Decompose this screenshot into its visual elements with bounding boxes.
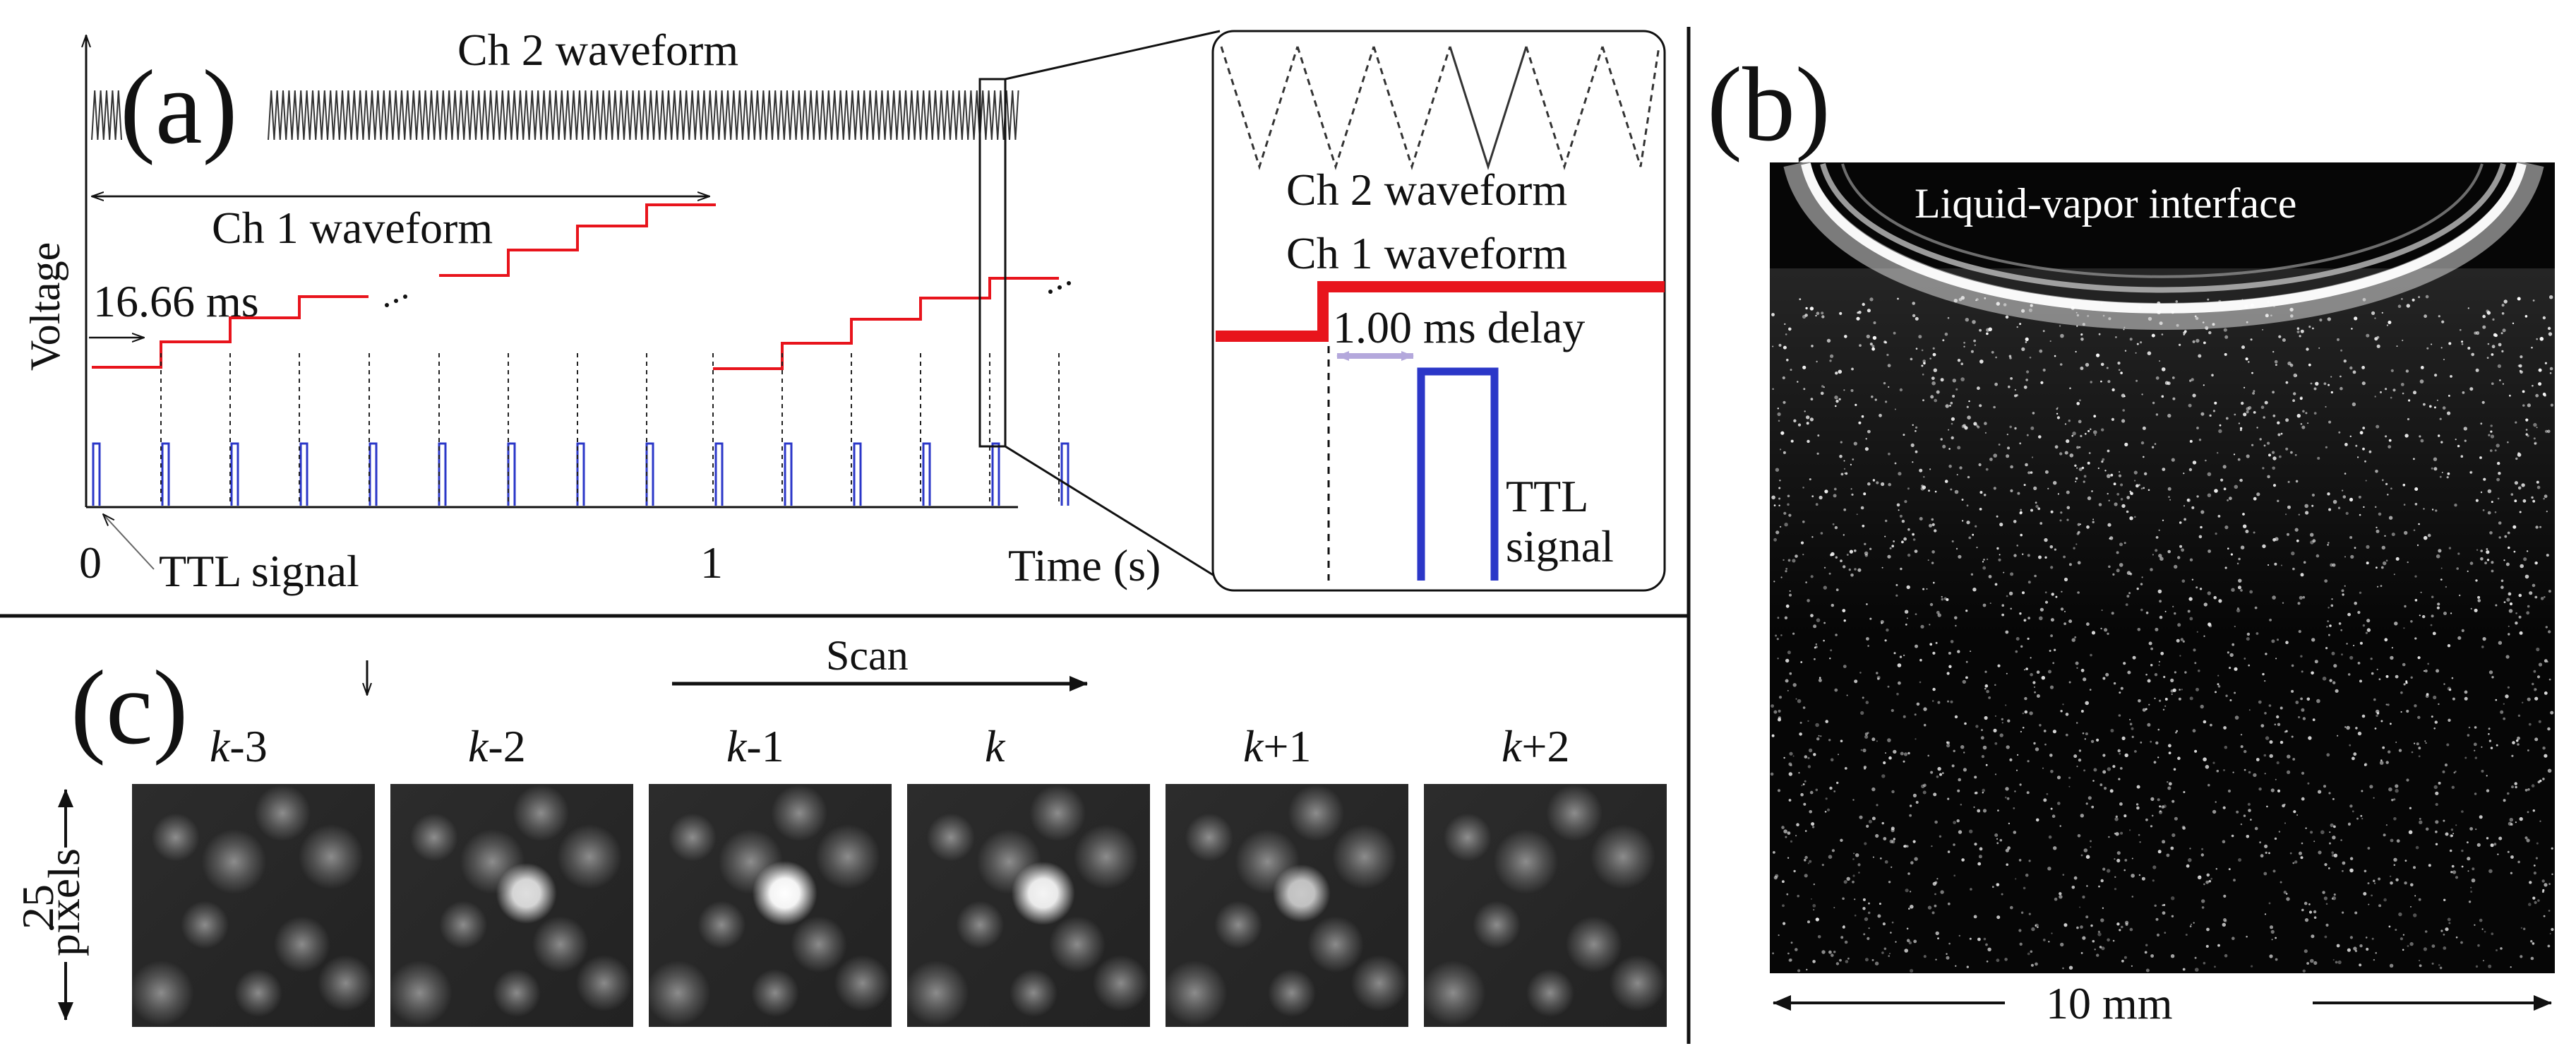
ttl-pulse bbox=[853, 442, 862, 506]
ch2-wave-segment bbox=[91, 90, 122, 141]
inset-ttl-label-line1: TTL bbox=[1506, 471, 1588, 521]
ttl-pulse bbox=[784, 442, 793, 506]
zoom-rectangle bbox=[978, 78, 1007, 448]
inset: Ch 2 waveform Ch 1 waveform 1.00 ms dela… bbox=[1211, 30, 1666, 592]
ttl-pulse bbox=[299, 442, 308, 506]
ttl-pulse-train bbox=[92, 442, 1070, 506]
frame-label: k-1 bbox=[726, 721, 784, 771]
x-axis-label: Time (s) bbox=[1008, 540, 1161, 590]
inset-ch2-tooth bbox=[1449, 46, 1528, 170]
inset-ch2-tooth bbox=[1296, 46, 1375, 170]
inset-delay-label: 1.00 ms delay bbox=[1333, 302, 1585, 352]
inset-ch1-label: Ch 1 waveform bbox=[1286, 228, 1567, 278]
frame-label: k+2 bbox=[1502, 721, 1570, 771]
ttl-pulse bbox=[1060, 442, 1070, 506]
y-axis-label: Voltage bbox=[22, 242, 68, 371]
inset-ch2-tooth bbox=[1601, 46, 1660, 167]
panel-a: (a) Voltage Time (s) 0 1 Ch 2 waveform C… bbox=[22, 25, 1666, 596]
ttl-pulse bbox=[161, 442, 170, 506]
frame: k-3 bbox=[128, 721, 375, 1027]
ttl-pulse bbox=[922, 442, 931, 506]
frame-label: k bbox=[985, 721, 1006, 771]
frame: k-2 bbox=[387, 721, 633, 1027]
inset-ttl-label-line2: signal bbox=[1506, 521, 1614, 571]
ch2-title: Ch 2 waveform bbox=[457, 25, 738, 75]
ttl-label: TTL signal bbox=[159, 546, 359, 596]
size-value: 25 bbox=[13, 884, 63, 929]
ch2-waveform bbox=[91, 90, 1019, 141]
tracked-particle bbox=[1272, 864, 1331, 922]
ttl-pulse bbox=[369, 442, 378, 506]
ttl-pulse bbox=[576, 442, 585, 506]
size-indicator: 25 pixels bbox=[13, 789, 89, 1021]
panel-b: (b) Liquid-vapor interface 10 mm bbox=[1707, 46, 2555, 1028]
frame-label: k-3 bbox=[210, 721, 268, 771]
frame-sequence: k-3 k-2 k-1 k k+1 k+2 bbox=[128, 721, 1667, 1027]
zoom-connector-bottom bbox=[1005, 445, 1221, 581]
panel-b-label: (b) bbox=[1707, 46, 1831, 163]
inset-ttl-pulse bbox=[1417, 367, 1499, 581]
inset-ch2-tooth bbox=[1372, 46, 1451, 170]
ellipsis-marks bbox=[385, 281, 1071, 307]
size-unit: pixels bbox=[39, 848, 89, 956]
frame: k+2 bbox=[1420, 721, 1667, 1027]
ch1-step-group bbox=[713, 277, 1059, 370]
inset-ch2-label: Ch 2 waveform bbox=[1286, 165, 1567, 215]
frame: k-1 bbox=[645, 721, 892, 1027]
scan-label: Scan bbox=[826, 632, 909, 679]
ttl-pointer bbox=[103, 514, 155, 570]
tracked-particle bbox=[496, 862, 557, 924]
panel-c-label: (c) bbox=[71, 649, 188, 766]
zoom-connector-top bbox=[1005, 30, 1221, 81]
ttl-pulse bbox=[645, 442, 654, 506]
frame-label: k+1 bbox=[1243, 721, 1312, 771]
tracked-particle bbox=[1011, 861, 1075, 925]
ttl-pulse bbox=[92, 442, 101, 506]
ch1-title: Ch 1 waveform bbox=[212, 203, 493, 253]
meniscus bbox=[1783, 160, 2544, 330]
panel-a-label: (a) bbox=[120, 49, 237, 166]
tick-1-label: 1 bbox=[700, 537, 723, 588]
particle-specks bbox=[1770, 295, 2554, 973]
inset-frame bbox=[1211, 30, 1666, 592]
panel-c: (c) Scan 25 pixels k-3 k-2 k-1 k k+1 k+2 bbox=[13, 632, 1667, 1027]
ttl-pulse bbox=[991, 442, 1000, 506]
ttl-pulse bbox=[507, 442, 516, 506]
ttl-pulse bbox=[230, 442, 239, 506]
ttl-pulse bbox=[714, 442, 724, 506]
scale-label: 10 mm bbox=[2046, 978, 2173, 1028]
frame: k bbox=[904, 721, 1150, 1027]
inset-ch2-tooth bbox=[1220, 46, 1299, 170]
interface-label: Liquid-vapor interface bbox=[1915, 180, 2296, 227]
ch2-wave-segment bbox=[268, 90, 1019, 141]
inset-ch2-waveform bbox=[1220, 46, 1660, 170]
tick-0-label: 0 bbox=[79, 537, 102, 588]
ttl-pulse bbox=[438, 442, 447, 506]
inset-ch1-step bbox=[1216, 281, 1665, 342]
ch1-step-group bbox=[439, 203, 716, 277]
inset-ch2-tooth bbox=[1525, 46, 1604, 170]
frame-label: k-2 bbox=[468, 721, 526, 771]
frame: k+1 bbox=[1162, 721, 1408, 1027]
tracked-particle bbox=[752, 860, 817, 926]
